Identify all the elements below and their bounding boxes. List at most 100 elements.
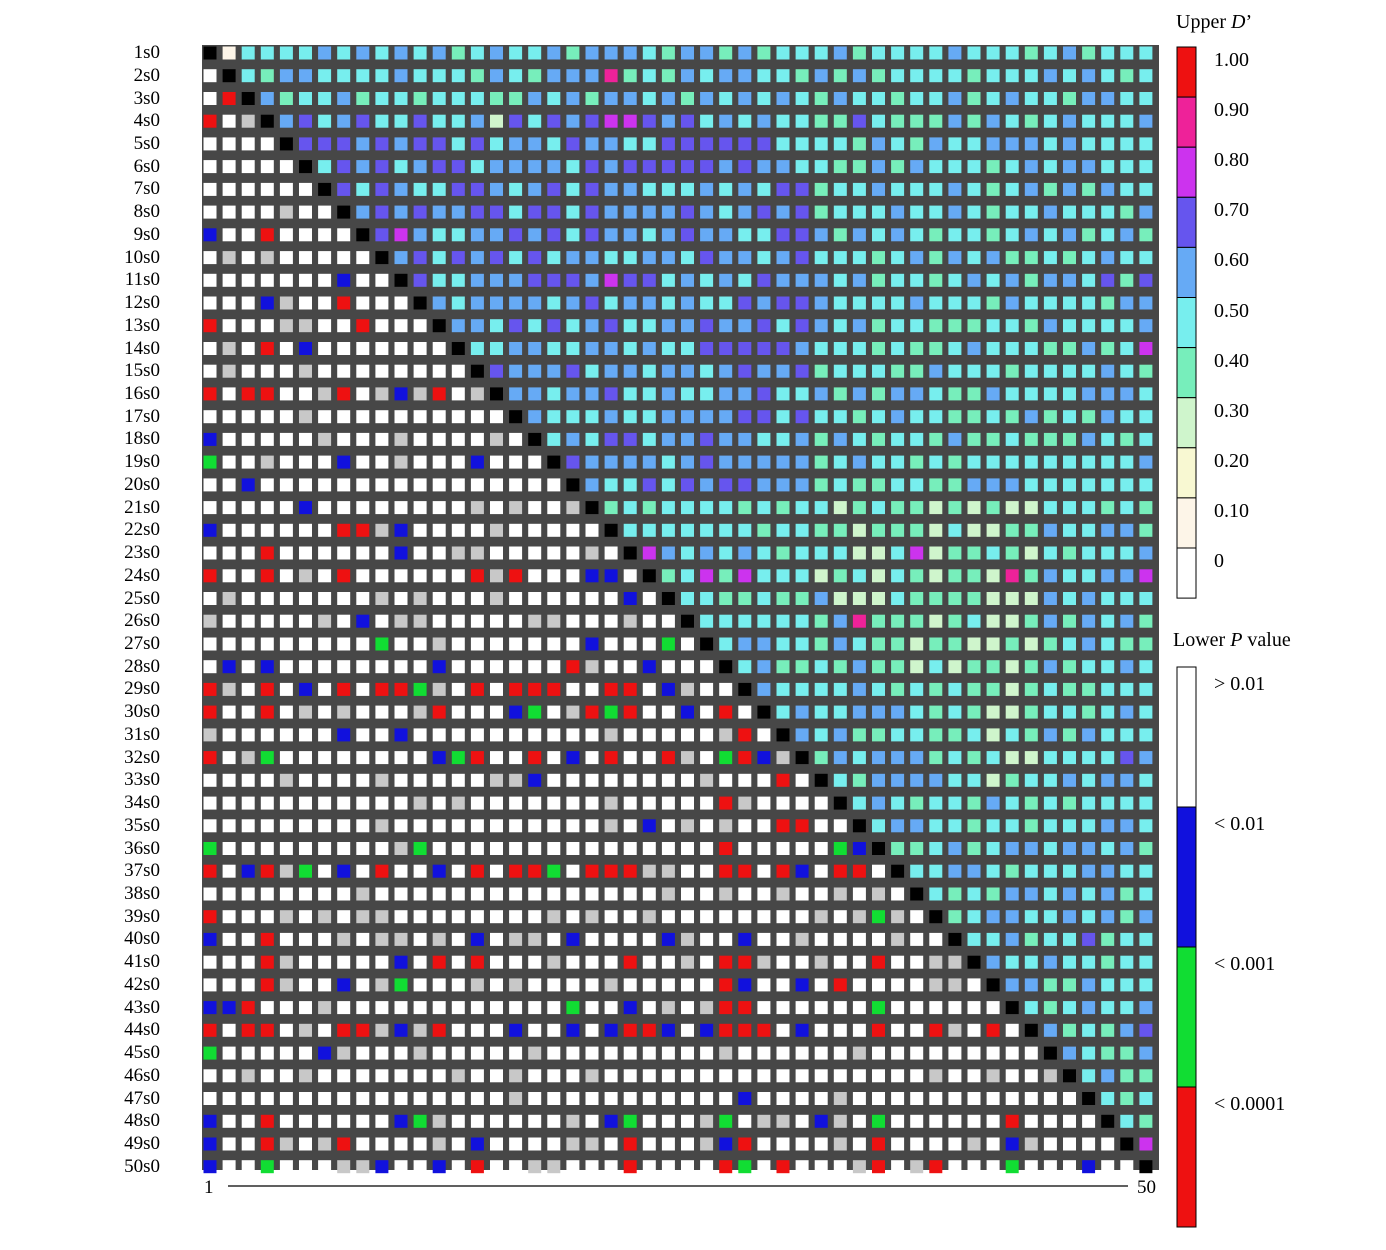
upper-d-legend-title-suffix: ’ — [1245, 11, 1253, 33]
lower-p-cell — [279, 682, 293, 696]
upper-d-cell — [623, 501, 637, 515]
lower-p-cell — [356, 637, 370, 651]
upper-d-cell — [776, 569, 790, 583]
upper-d-cell — [833, 773, 847, 787]
lower-p-cell — [776, 932, 790, 946]
lower-p-cell — [222, 637, 236, 651]
upper-d-cell — [700, 364, 714, 378]
upper-d-cell — [394, 205, 408, 219]
upper-d-cell — [929, 319, 943, 333]
upper-d-cell — [833, 387, 847, 401]
lower-p-cell — [451, 592, 465, 605]
lower-p-cell — [394, 569, 408, 583]
upper-d-cell — [1101, 932, 1115, 946]
upper-d-cell — [260, 92, 274, 105]
lower-p-cell — [681, 705, 694, 719]
lower-p-cell — [375, 1069, 389, 1083]
upper-d-cell — [1005, 796, 1019, 810]
upper-d-cell — [1063, 796, 1076, 810]
lower-p-cell — [394, 682, 408, 696]
upper-d-cell — [948, 273, 962, 287]
lower-p-cell — [719, 1160, 733, 1174]
lower-p-cell — [490, 1046, 503, 1060]
upper-d-cell — [795, 637, 809, 651]
lower-p-cell — [356, 614, 370, 628]
upper-d-cell — [910, 228, 924, 242]
lower-p-cell — [623, 1069, 637, 1083]
lower-p-cell — [222, 932, 236, 946]
lower-p-cell — [719, 705, 733, 719]
upper-d-cell — [566, 296, 580, 310]
lower-p-cell — [490, 1023, 503, 1037]
upper-d-cell — [623, 114, 637, 128]
upper-d-cell — [1120, 342, 1134, 355]
upper-d-cell — [528, 228, 542, 242]
diagonal-cell — [356, 228, 370, 242]
upper-d-cell — [929, 478, 943, 492]
lower-p-cell — [470, 569, 484, 583]
lower-p-cell — [547, 978, 561, 992]
upper-d-cell — [681, 478, 694, 492]
upper-d-cell — [566, 114, 580, 128]
upper-d-cell — [451, 182, 465, 196]
upper-d-cell — [1101, 910, 1115, 924]
upper-d-cell — [986, 592, 1000, 605]
lower-p-cell — [241, 910, 255, 924]
lower-p-cell — [222, 501, 236, 515]
upper-d-cell — [1005, 682, 1019, 696]
lower-p-cell — [891, 978, 905, 992]
lower-p-cell — [642, 1069, 656, 1083]
lower-p-cell — [241, 319, 255, 333]
lower-p-cell — [910, 1023, 924, 1037]
lower-p-cell — [260, 1092, 274, 1105]
upper-d-cell — [1120, 92, 1134, 105]
upper-d-cell — [547, 387, 561, 401]
lower-p-cell — [432, 1114, 446, 1128]
lower-p-cell — [490, 751, 503, 765]
lower-p-cell — [241, 1092, 255, 1105]
lower-p-cell — [528, 887, 542, 901]
upper-d-cell — [528, 69, 542, 83]
lower-p-cell — [394, 319, 408, 333]
diagonal-cell — [967, 955, 981, 969]
upper-d-cell — [986, 455, 1000, 469]
upper-d-cell — [986, 523, 1000, 537]
lower-p-cell — [260, 432, 274, 446]
lower-p-cell — [604, 1001, 618, 1015]
upper-d-cell — [719, 182, 733, 196]
diagonal-cell — [394, 273, 408, 287]
upper-d-cell — [1063, 523, 1076, 537]
upper-d-cell — [1101, 114, 1115, 128]
upper-d-cell — [585, 205, 599, 219]
lower-p-cell — [642, 932, 656, 946]
lower-p-cell — [394, 432, 408, 446]
upper-d-cell — [356, 160, 370, 174]
diagonal-cell — [929, 910, 943, 924]
lower-p-cell — [490, 910, 503, 924]
lower-p-cell — [470, 819, 484, 833]
upper-d-cell — [757, 319, 771, 333]
upper-d-cell — [413, 273, 427, 287]
lower-p-cell — [528, 546, 542, 560]
lower-p-cell — [604, 728, 618, 742]
lower-p-cell — [413, 660, 427, 674]
lower-p-cell — [738, 1092, 752, 1105]
lower-p-cell — [642, 1001, 656, 1015]
upper-d-cell — [1101, 69, 1115, 83]
upper-d-cell — [929, 92, 943, 105]
upper-d-cell — [872, 751, 885, 765]
lower-p-cell — [929, 932, 943, 946]
lower-p-cell — [413, 546, 427, 560]
lower-p-cell — [318, 205, 332, 219]
upper-d-cell — [1101, 546, 1115, 560]
lower-p-cell — [432, 682, 446, 696]
upper-d-cell — [719, 69, 733, 83]
upper-d-cell — [1024, 887, 1038, 901]
lower-p-cell — [356, 319, 370, 333]
lower-p-cell — [299, 819, 312, 833]
upper-d-cell — [910, 796, 924, 810]
lower-p-cell — [432, 432, 446, 446]
lower-p-cell — [661, 1092, 675, 1105]
lower-p-cell — [432, 410, 446, 424]
upper-d-cell — [1120, 1092, 1134, 1105]
